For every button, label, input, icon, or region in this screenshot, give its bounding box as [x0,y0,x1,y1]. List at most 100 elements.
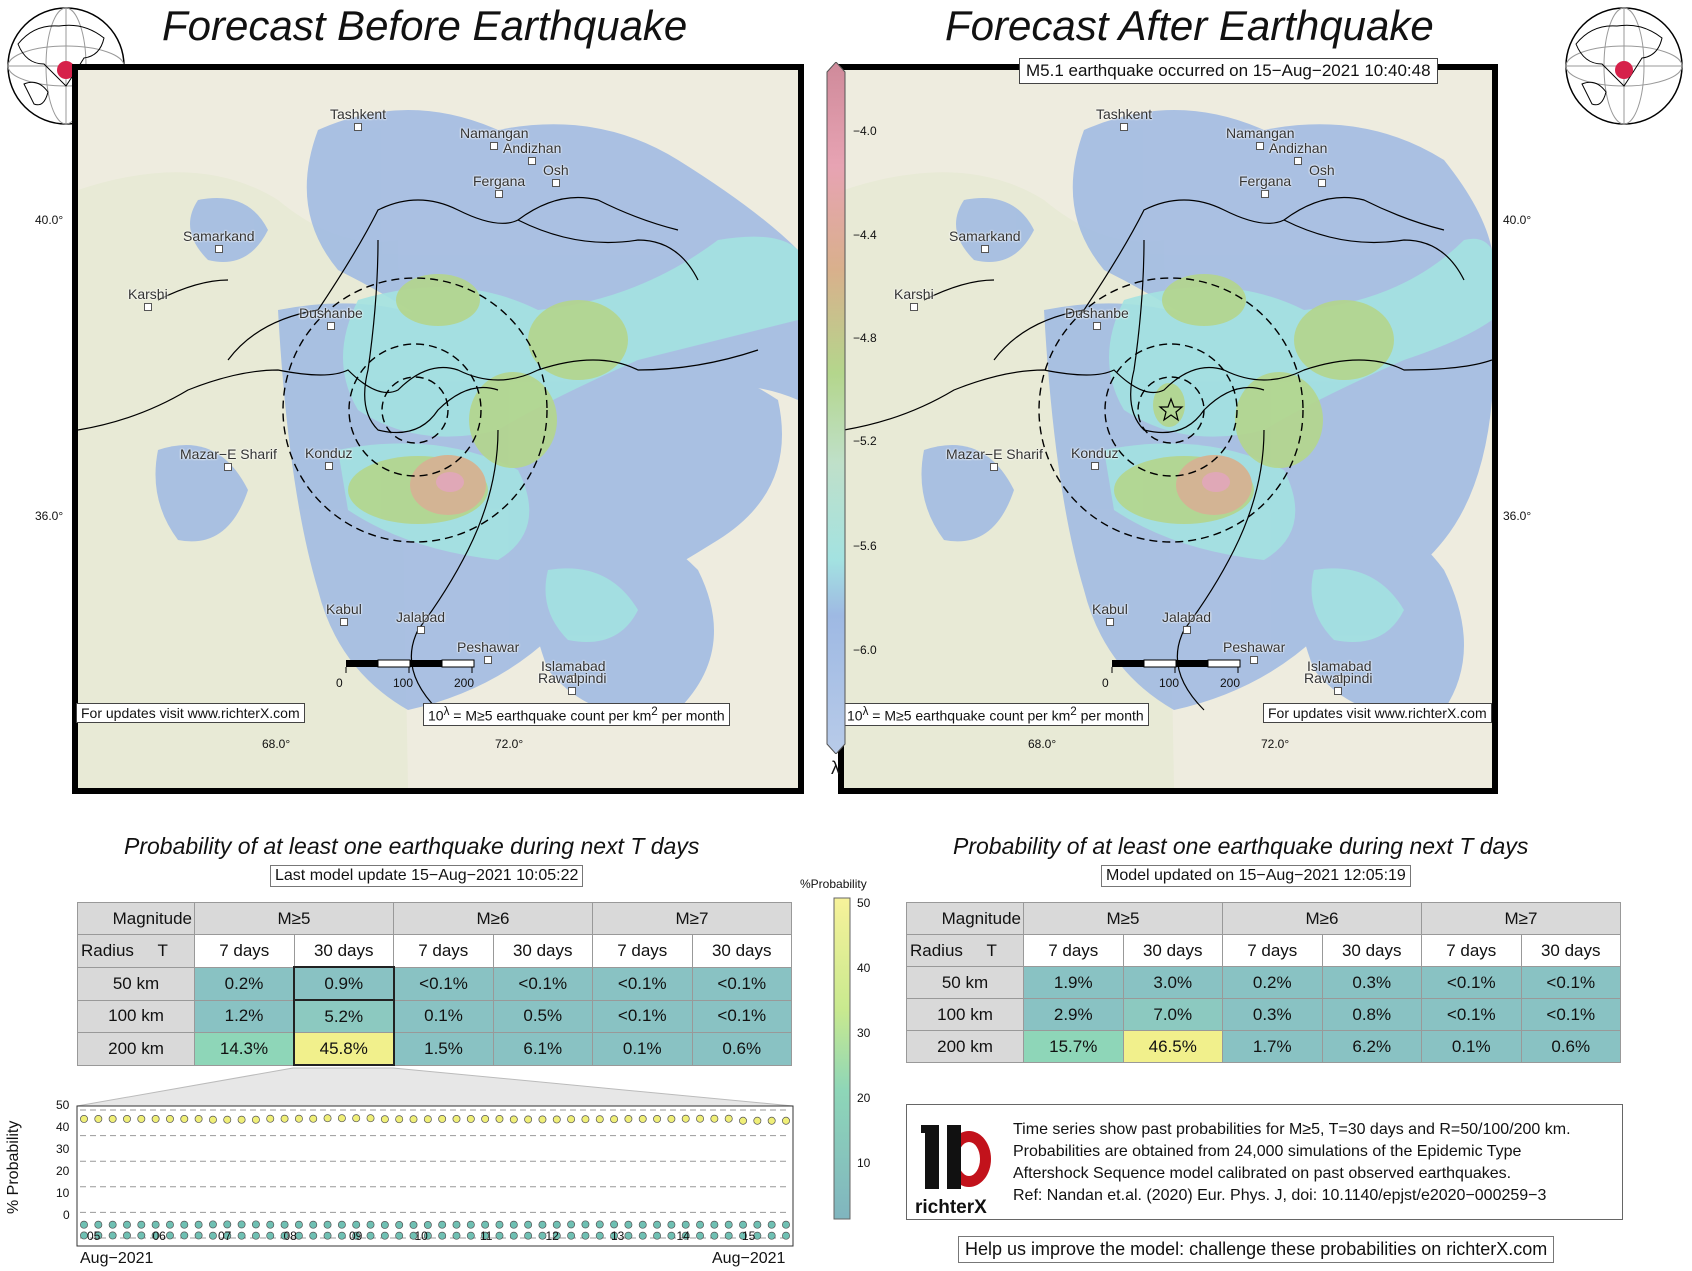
units-note-right: 10λ = M≥5 earthquake count per km2 per m… [842,703,1149,726]
mag-header: M≥5 [194,902,394,935]
table-cell: 0.2% [194,966,295,1001]
logo-text: richterX [915,1197,987,1218]
series-point [395,1115,404,1124]
table-cell: 14.3% [194,1032,295,1066]
probability-table-after: Magnitude M≥5 M≥6 M≥7 Radius T 7 days 30… [906,902,1621,1063]
series-point [753,1220,762,1229]
series-point [395,1220,404,1229]
richterx-logo-icon [921,1125,991,1189]
info-line: Time series show past probabilities for … [1013,1121,1571,1138]
colorbar-label: −4.0 [853,124,877,138]
prob-colorbar-label: 10 [857,1156,871,1170]
table-row: 50 km 0.2% 0.9% <0.1% <0.1% <0.1% <0.1% [77,966,792,1001]
table-cell: 0.1% [393,999,494,1033]
radius-label: 200 km [906,1030,1024,1063]
series-point [739,1220,747,1229]
radius-label: 100 km [906,998,1024,1031]
city-dushanbe: Dushanbe [299,305,363,330]
city-tashkent: Tashkent [1096,106,1152,131]
series-point [380,1220,389,1229]
city-osh: Osh [543,162,569,187]
info-box: richterX Time series show past probabili… [906,1104,1623,1220]
series-point [352,1114,361,1123]
series-point [223,1220,232,1229]
series-point [208,1220,217,1229]
series-point [309,1114,318,1123]
model-update-right: Model updated on 15−Aug−2021 12:05:19 [1101,865,1411,887]
table-cell: <0.1% [1421,998,1522,1031]
series-point [782,1231,790,1240]
table-cell: 0.3% [1222,998,1323,1031]
series-point [237,1220,246,1229]
city-kabul: Kabul [1092,601,1128,626]
scale-label: 100 [393,676,414,690]
series-point [194,1220,203,1229]
table-cell: 6.2% [1321,1030,1422,1063]
city-karshi: Karshi [128,286,168,311]
series-point [223,1115,232,1124]
mag-header: M≥7 [592,902,792,935]
table-cell: <0.1% [691,966,792,1001]
table-cell: <0.1% [1421,966,1522,999]
forecast-map-before[interactable] [72,64,804,794]
colorbar-label: −5.6 [853,539,877,553]
series-point [524,1220,533,1229]
period-header: 30 days [492,934,593,968]
period-header: 7 days [1023,934,1124,967]
radius-label: 100 km [77,999,195,1033]
series-point [309,1231,318,1240]
lat-label: 36.0° [35,509,64,523]
series-point [166,1115,174,1123]
series-point [352,1231,361,1240]
city-konduz: Konduz [1071,445,1118,470]
colorbar-label: −5.2 [853,434,877,448]
period-header: 30 days [691,934,792,968]
city-fergana: Fergana [1239,173,1291,198]
city-peshawar: Peshawar [1223,639,1285,664]
series-point [237,1115,246,1124]
series-point [280,1231,289,1240]
series-point [108,1220,117,1229]
radius-t-header: Radius T [77,934,195,968]
series-point [108,1115,117,1123]
table-cell: 0.1% [1421,1030,1522,1063]
table-cell: <0.1% [1520,998,1621,1031]
series-point [423,1231,432,1240]
city-namangan: Namangan [1226,125,1295,150]
period-header: 7 days [1421,934,1522,967]
series-point [366,1114,375,1123]
series-point [166,1231,174,1240]
ts-xtick: 07 [218,1229,232,1243]
series-point [567,1115,576,1124]
series-point [208,1115,217,1124]
city-andizhan: Andizhan [503,140,561,165]
series-point [538,1231,547,1240]
ts-month-right: Aug−2021 [712,1250,786,1267]
table-cell: 45.8% [293,1032,395,1066]
series-point [280,1114,289,1123]
series-point [94,1220,103,1229]
city-mazar: Mazar−E Sharif [180,446,277,471]
table-row: 200 km 14.3% 45.8% 1.5% 6.1% 0.1% 0.6% [77,1032,792,1066]
prob-colorbar-label: 40 [857,961,871,975]
magnitude-header: Magnitude [906,902,1024,935]
series-point [180,1231,189,1240]
ts-xtick: 09 [349,1229,363,1243]
series-point [380,1115,389,1124]
table-cell: 1.7% [1222,1030,1323,1063]
prob-colorbar-label: 20 [857,1091,871,1105]
table-cell: <0.1% [393,966,494,1001]
series-point [552,1231,561,1240]
table-cell: 46.5% [1122,1030,1223,1063]
left-map-title: Forecast Before Earthquake [162,2,688,49]
series-point [337,1231,346,1240]
series-point [194,1115,203,1123]
series-point [466,1231,475,1240]
city-tashkent: Tashkent [330,106,386,131]
series-point [294,1231,303,1240]
series-point [380,1231,389,1240]
help-link[interactable]: Help us improve the model: challenge the… [958,1236,1555,1263]
table-row: 200 km 15.7% 46.5% 1.7% 6.2% 0.1% 0.6% [906,1030,1621,1063]
radius-t-header: Radius T [906,934,1024,967]
series-point [438,1220,447,1229]
